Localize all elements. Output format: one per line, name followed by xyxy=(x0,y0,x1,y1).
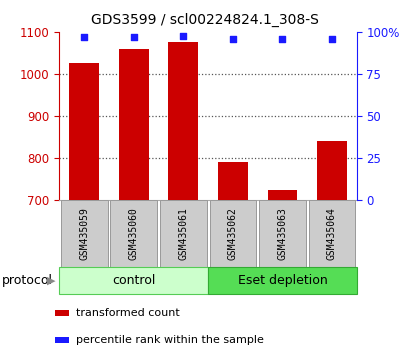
Text: ▶: ▶ xyxy=(47,275,56,286)
Point xyxy=(81,34,87,40)
Text: GSM435062: GSM435062 xyxy=(227,207,237,260)
Point xyxy=(229,36,236,41)
Text: GDS3599 / scl00224824.1_308-S: GDS3599 / scl00224824.1_308-S xyxy=(91,12,318,27)
Point xyxy=(130,34,137,40)
Text: percentile rank within the sample: percentile rank within the sample xyxy=(75,335,263,345)
Bar xyxy=(218,162,247,200)
Text: GSM435061: GSM435061 xyxy=(178,207,188,260)
FancyBboxPatch shape xyxy=(209,200,256,267)
Bar xyxy=(119,49,148,200)
Point xyxy=(279,36,285,41)
Bar xyxy=(316,141,346,200)
Text: transformed count: transformed count xyxy=(75,308,179,318)
Text: protocol: protocol xyxy=(2,274,53,287)
FancyBboxPatch shape xyxy=(61,200,107,267)
Text: control: control xyxy=(112,274,155,287)
Text: GSM435063: GSM435063 xyxy=(277,207,287,260)
FancyBboxPatch shape xyxy=(207,267,356,294)
Bar xyxy=(69,63,99,200)
Text: GSM435064: GSM435064 xyxy=(326,207,336,260)
Text: Eset depletion: Eset depletion xyxy=(237,274,326,287)
Bar xyxy=(54,337,68,343)
Point xyxy=(328,36,335,41)
Text: GSM435060: GSM435060 xyxy=(128,207,138,260)
Point xyxy=(180,33,186,39)
Text: GSM435059: GSM435059 xyxy=(79,207,89,260)
Bar xyxy=(168,42,198,200)
FancyBboxPatch shape xyxy=(59,267,207,294)
FancyBboxPatch shape xyxy=(110,200,157,267)
FancyBboxPatch shape xyxy=(160,200,206,267)
Bar xyxy=(267,189,297,200)
Bar xyxy=(54,310,68,316)
FancyBboxPatch shape xyxy=(258,200,305,267)
FancyBboxPatch shape xyxy=(308,200,354,267)
